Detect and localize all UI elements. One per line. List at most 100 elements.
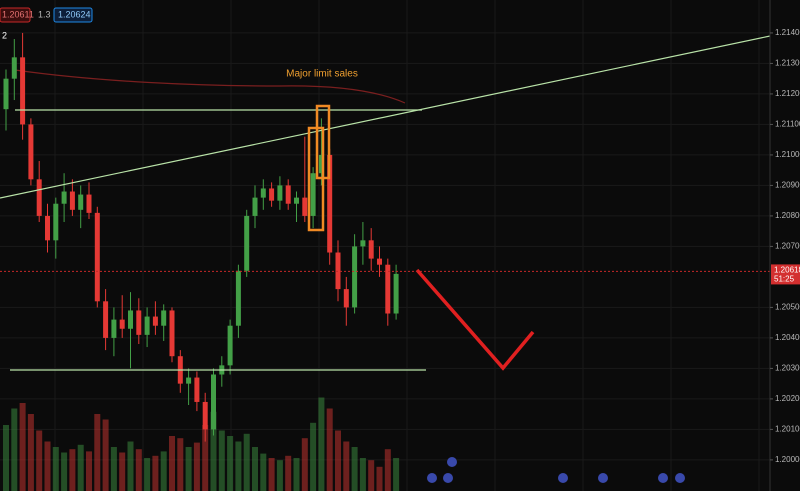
volume-bar <box>69 449 76 491</box>
candle-body <box>227 325 233 366</box>
volume-bar <box>94 414 101 491</box>
y-tick-label: 1.20900 <box>775 181 800 190</box>
volume-bar <box>285 455 292 491</box>
last-price-box <box>771 264 800 285</box>
volume-bar <box>177 438 184 491</box>
candle-body <box>368 240 374 259</box>
candle-body <box>285 185 291 204</box>
volume-bar <box>110 447 117 491</box>
candle-body <box>11 57 17 79</box>
volume-bar <box>351 447 358 491</box>
volume-bar <box>235 441 242 491</box>
ask[interactable]: 1.20624 <box>58 9 91 19</box>
annotation: Major limit sales <box>286 69 358 80</box>
candle-body <box>119 319 125 329</box>
y-tick-label: 1.20300 <box>775 364 800 373</box>
volume-bar <box>102 419 109 491</box>
volume-bar <box>19 403 26 491</box>
volume-pane <box>3 397 400 491</box>
y-tick-label: 1.21100 <box>775 120 800 129</box>
volume-bar <box>243 433 250 491</box>
event-icon[interactable] <box>658 473 668 483</box>
volume-bar <box>144 458 151 491</box>
volume-bar <box>326 408 333 491</box>
candle-body <box>169 310 175 357</box>
volume-bar <box>335 430 341 491</box>
volume-bar <box>218 430 225 491</box>
projection-arrow <box>415 268 535 371</box>
y-tick-label: 1.20200 <box>775 394 800 403</box>
volume-bar <box>27 414 34 491</box>
y-tick-label: 1.20000 <box>775 455 800 464</box>
pane-label: 2 <box>2 30 7 40</box>
candle-body <box>343 289 349 308</box>
volume-bar <box>310 422 317 491</box>
y-tick-label: 1.20700 <box>775 242 800 251</box>
volume-bar <box>169 436 175 491</box>
event-icon[interactable] <box>598 473 608 483</box>
bid[interactable]: 1.20611 <box>2 9 34 19</box>
candle-body <box>136 310 142 335</box>
candle-body <box>260 188 266 198</box>
candle-body <box>235 270 241 326</box>
volume-bar <box>36 430 43 491</box>
candle-body <box>327 154 333 253</box>
event-icon[interactable] <box>558 473 568 483</box>
y-tick-label: 1.21300 <box>775 59 800 68</box>
event-icon[interactable] <box>447 457 457 467</box>
candle-body <box>111 319 117 338</box>
volume-bar <box>318 397 325 491</box>
event-icon[interactable] <box>443 473 453 483</box>
candle-body <box>393 273 399 314</box>
y-tick-label: 1.20800 <box>775 211 800 220</box>
price-axis: 1.21400 1.21300 1.21200 1.21100 1.21000 1.209… <box>770 28 800 464</box>
volume-bar <box>52 447 59 491</box>
candle-body <box>352 246 358 308</box>
event-icon[interactable] <box>675 473 685 483</box>
candle-body <box>144 316 150 335</box>
volume-bar <box>160 451 167 491</box>
volume-bar <box>376 466 383 491</box>
volume-bar <box>301 438 308 491</box>
candle-body <box>152 316 158 326</box>
volume-bar <box>119 452 126 491</box>
candle-body <box>78 194 84 210</box>
candle-body <box>194 377 200 402</box>
volume-bar <box>44 441 51 491</box>
candle-body <box>277 185 283 201</box>
candle-body <box>211 374 216 430</box>
volume-bar <box>11 408 18 491</box>
candle-body <box>360 240 366 247</box>
volume-bar <box>61 452 68 491</box>
grid <box>0 0 770 491</box>
volume-bar <box>359 458 366 491</box>
volume-bar <box>260 453 267 491</box>
candle-body <box>335 252 341 290</box>
candle-body <box>69 191 75 210</box>
y-tick-label: 1.21200 <box>775 89 800 98</box>
candle-body <box>45 215 50 241</box>
event-icon[interactable] <box>427 473 437 483</box>
trend-line <box>0 35 771 199</box>
volume-bar <box>268 458 275 491</box>
ask-box[interactable] <box>53 7 93 23</box>
candle-body <box>252 197 258 216</box>
volume-bar <box>127 441 134 491</box>
volume-bar <box>3 425 9 491</box>
y-tick-label: 1.21400 <box>775 28 800 37</box>
bid-box[interactable] <box>0 7 31 23</box>
volume-bar <box>384 449 391 491</box>
candle-body <box>53 203 59 241</box>
candle-body <box>103 301 109 338</box>
candle-body <box>202 401 208 430</box>
volume-bar <box>343 441 350 491</box>
y-tick-label: 1.20500 <box>775 303 800 312</box>
volume-bar <box>276 460 283 491</box>
volume-bar <box>393 458 400 491</box>
spread: 1.3 <box>38 9 51 19</box>
candle-body <box>244 215 250 271</box>
volume-bar <box>210 411 217 491</box>
candle-body <box>3 78 9 110</box>
